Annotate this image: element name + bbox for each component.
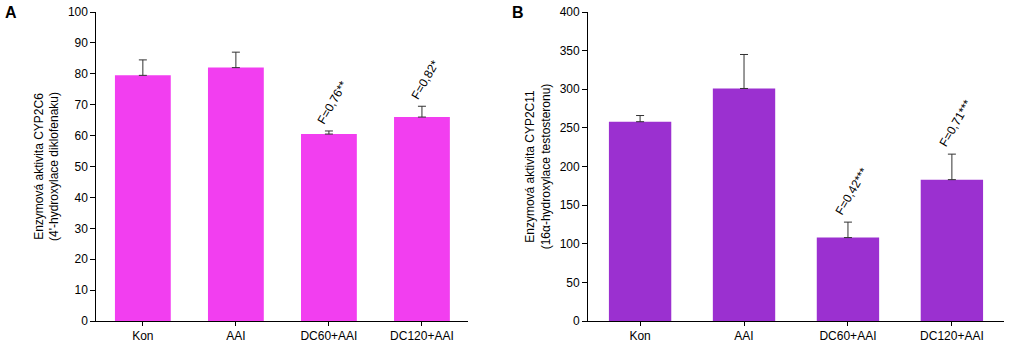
svg-text:AAI: AAI	[734, 329, 753, 343]
svg-text:Enzymová aktivita CYP2C6(4'-hy: Enzymová aktivita CYP2C6(4'-hydroxylace …	[32, 92, 62, 241]
svg-text:300: 300	[560, 82, 580, 96]
svg-text:80: 80	[75, 67, 89, 81]
svg-text:350: 350	[560, 44, 580, 58]
svg-text:DC120+AAI: DC120+AAI	[920, 329, 984, 343]
svg-text:250: 250	[560, 121, 580, 135]
svg-text:B: B	[512, 4, 524, 21]
svg-text:20: 20	[75, 252, 89, 266]
svg-text:50: 50	[566, 276, 580, 290]
svg-text:30: 30	[75, 222, 89, 236]
svg-text:400: 400	[560, 5, 580, 19]
svg-text:40: 40	[75, 191, 89, 205]
svg-text:Kon: Kon	[629, 329, 650, 343]
svg-text:100: 100	[68, 5, 88, 19]
svg-text:A: A	[5, 4, 17, 21]
svg-text:DC60+AAI: DC60+AAI	[819, 329, 876, 343]
svg-text:60: 60	[75, 129, 89, 143]
svg-text:0: 0	[573, 314, 580, 328]
svg-text:DC60+AAI: DC60+AAI	[300, 329, 357, 343]
svg-text:Kon: Kon	[132, 329, 153, 343]
svg-text:F=0,76**: F=0,76**	[315, 78, 351, 126]
svg-text:90: 90	[75, 36, 89, 50]
svg-text:150: 150	[560, 198, 580, 212]
svg-text:10: 10	[75, 283, 89, 297]
svg-text:100: 100	[560, 237, 580, 251]
svg-text:Enzymová aktivita CYP2C11(16α-: Enzymová aktivita CYP2C11(16α-hydroxylac…	[523, 84, 553, 250]
svg-text:DC120+AAI: DC120+AAI	[390, 329, 454, 343]
svg-text:AAI: AAI	[226, 329, 245, 343]
svg-text:70: 70	[75, 98, 89, 112]
svg-text:F=0,71***: F=0,71***	[937, 97, 975, 149]
svg-text:F=0,82*: F=0,82*	[409, 58, 442, 102]
svg-text:0: 0	[81, 314, 88, 328]
svg-text:50: 50	[75, 160, 89, 174]
svg-text:F=0,42***: F=0,42***	[833, 165, 871, 217]
svg-text:200: 200	[560, 160, 580, 174]
